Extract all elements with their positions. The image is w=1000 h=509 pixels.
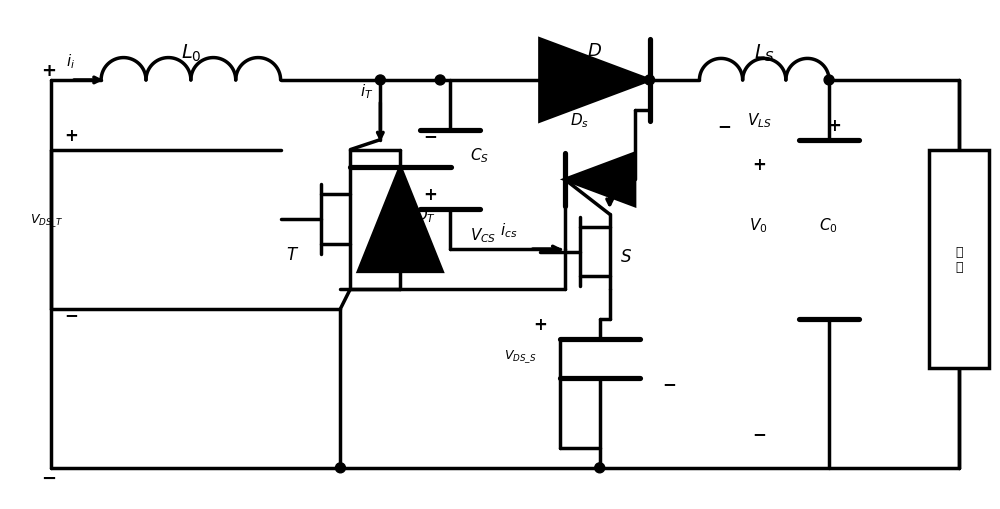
Text: −: − [423,126,437,145]
Text: $L_0$: $L_0$ [181,43,201,64]
Text: +: + [752,156,766,174]
Text: $V_{LS}$: $V_{LS}$ [747,111,772,130]
Circle shape [595,463,605,473]
Text: $i_T$: $i_T$ [360,82,374,100]
Text: $i_{cs}$: $i_{cs}$ [500,221,517,239]
Text: $C_0$: $C_0$ [819,216,838,234]
Text: $V_{DS\_T}$: $V_{DS\_T}$ [30,211,63,228]
Text: $D$: $D$ [587,42,602,60]
Text: $T$: $T$ [286,246,299,264]
Text: −: − [717,117,731,134]
Text: −: − [64,305,78,323]
Text: $S$: $S$ [620,249,632,266]
Text: −: − [663,375,676,392]
Text: $D_s$: $D_s$ [570,111,589,130]
Text: $L_S$: $L_S$ [754,43,775,64]
Circle shape [435,76,445,86]
Text: $V_{CS}$: $V_{CS}$ [470,225,496,244]
Text: −: − [752,424,766,442]
Polygon shape [565,154,635,206]
Text: $i_i$: $i_i$ [66,52,75,71]
Text: +: + [533,315,547,333]
Circle shape [824,76,834,86]
Polygon shape [358,167,442,272]
Text: $V_{DS\_S}$: $V_{DS\_S}$ [504,348,536,364]
Text: +: + [64,126,78,145]
Text: $D_T$: $D_T$ [415,206,436,224]
FancyBboxPatch shape [929,150,989,369]
Circle shape [645,76,655,86]
Polygon shape [540,40,650,122]
Text: +: + [41,62,56,80]
Text: 负
载: 负 载 [955,245,962,273]
Text: $V_0$: $V_0$ [749,216,768,234]
Circle shape [335,463,345,473]
Text: $C_S$: $C_S$ [470,146,489,165]
Text: +: + [827,117,841,134]
Text: −: − [41,469,56,487]
Circle shape [375,76,385,86]
Text: +: + [423,186,437,204]
